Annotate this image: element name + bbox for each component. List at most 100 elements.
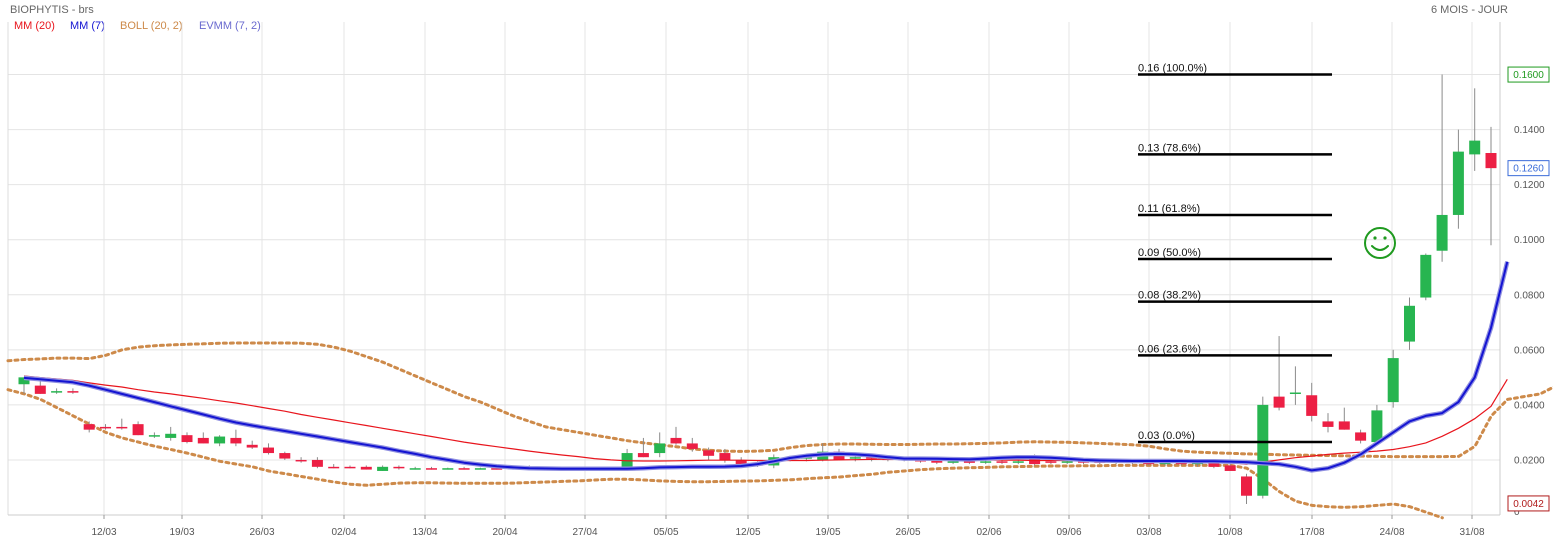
candle bbox=[1289, 366, 1301, 405]
candle-body bbox=[426, 468, 437, 470]
candle bbox=[230, 429, 242, 447]
x-tick-label: 02/06 bbox=[976, 527, 1001, 538]
candle bbox=[686, 437, 698, 452]
candle-body bbox=[181, 435, 193, 443]
candle bbox=[1436, 74, 1448, 262]
candle-body bbox=[214, 436, 226, 444]
candle-body bbox=[116, 426, 128, 429]
x-tick-label: 26/03 bbox=[249, 527, 274, 538]
candle bbox=[328, 464, 340, 469]
price-badge-label: 0.0042 bbox=[1513, 499, 1544, 510]
candle-body bbox=[1241, 476, 1252, 496]
moving-averages bbox=[23, 261, 1510, 473]
candle bbox=[83, 421, 95, 433]
candle bbox=[295, 457, 307, 463]
candle-body bbox=[1338, 421, 1350, 430]
candle bbox=[654, 432, 666, 458]
candle bbox=[1404, 297, 1415, 350]
fib-level: 0.03 (0.0%) bbox=[1138, 430, 1332, 444]
smiley-face-icon bbox=[1364, 227, 1396, 259]
price-badge-box bbox=[1507, 495, 1550, 512]
candle bbox=[1420, 253, 1432, 301]
candle-body bbox=[165, 433, 177, 438]
candle-body bbox=[1436, 214, 1448, 251]
candle bbox=[1273, 336, 1285, 411]
candle-body bbox=[263, 447, 274, 454]
candle-body bbox=[1322, 421, 1334, 427]
legend-item-mm20[interactable]: MM (20) bbox=[14, 20, 55, 32]
x-axis: 12/03 19/03 26/03 02/04 13/04 20/04 27/04 05/05… bbox=[91, 515, 1485, 538]
x-tick-label: 19/03 bbox=[169, 527, 194, 538]
candle bbox=[263, 443, 274, 455]
candle bbox=[1469, 88, 1481, 171]
smiley-eye-left bbox=[1373, 236, 1377, 240]
fib-label: 0.08 (38.2%) bbox=[1138, 290, 1201, 302]
x-tick-label: 17/08 bbox=[1299, 527, 1324, 538]
candle bbox=[214, 435, 226, 447]
x-tick-label: 13/04 bbox=[412, 527, 437, 538]
fib-level: 0.09 (50.0%) bbox=[1138, 247, 1332, 261]
price-badges: 0.1600 0.1260 0.0042 bbox=[1507, 66, 1550, 512]
candle-body bbox=[1273, 396, 1285, 408]
candle-body bbox=[230, 437, 242, 444]
candle bbox=[377, 465, 389, 471]
candle bbox=[393, 465, 405, 470]
legend-item-boll[interactable]: BOLL (20, 2) bbox=[120, 20, 183, 32]
candle-body bbox=[279, 453, 291, 459]
candle-body bbox=[1208, 462, 1220, 467]
legend: MM (20) MM (7) BOLL (20, 2) EVMM (7, 2) bbox=[14, 20, 261, 32]
y-tick-label: 0.0600 bbox=[1514, 345, 1545, 356]
candle bbox=[1322, 413, 1334, 433]
price-badge-label: 0.1260 bbox=[1513, 164, 1544, 175]
candle-body bbox=[1404, 305, 1415, 342]
candle bbox=[51, 388, 63, 394]
price-badge: 0.0042 bbox=[1507, 495, 1550, 512]
candle-body bbox=[34, 385, 46, 394]
x-tick-label: 05/05 bbox=[653, 527, 678, 538]
candle bbox=[100, 424, 111, 430]
fib-label: 0.11 (61.8%) bbox=[1138, 203, 1200, 215]
x-tick-label: 27/04 bbox=[572, 527, 597, 538]
candle bbox=[1355, 429, 1367, 444]
candle bbox=[849, 455, 861, 462]
fib-level: 0.13 (78.6%) bbox=[1138, 142, 1332, 156]
candle-body bbox=[67, 391, 79, 393]
candle bbox=[1371, 404, 1383, 445]
candle-body bbox=[295, 459, 307, 462]
candle-body bbox=[1061, 461, 1073, 463]
x-tick-label: 26/05 bbox=[895, 527, 920, 538]
candle-body bbox=[344, 466, 356, 469]
y-axis: 0.0200 0.0400 0.0600 0.0800 0.1000 0.1200 0.14… bbox=[1514, 125, 1545, 518]
candle-body bbox=[1387, 358, 1399, 403]
legend-item-evmm[interactable]: EVMM (7, 2) bbox=[199, 20, 261, 32]
candle-body bbox=[246, 444, 258, 448]
candle-body bbox=[963, 461, 975, 463]
fib-label: 0.13 (78.6%) bbox=[1138, 142, 1201, 154]
y-tick-label: 0.0800 bbox=[1514, 290, 1545, 301]
candle-body bbox=[1420, 254, 1432, 298]
candle-body bbox=[1289, 392, 1301, 395]
candle-body bbox=[83, 424, 95, 430]
candle-body bbox=[654, 443, 666, 454]
fib-label: 0.16 (100.0%) bbox=[1138, 63, 1207, 75]
y-tick-label: 0.1200 bbox=[1514, 180, 1545, 191]
candle bbox=[409, 466, 421, 470]
boll-lower-band bbox=[6, 388, 1444, 520]
candle-body bbox=[1257, 404, 1269, 496]
legend-item-mm7[interactable]: MM (7) bbox=[70, 20, 105, 32]
smiley-face-outline bbox=[1364, 227, 1396, 259]
fib-level: 0.16 (100.0%) bbox=[1138, 63, 1332, 76]
price-badge: 0.1260 bbox=[1507, 160, 1550, 177]
x-tick-label: 12/03 bbox=[91, 527, 116, 538]
smiley-mouth bbox=[1371, 245, 1389, 251]
candle bbox=[1452, 129, 1464, 229]
chart-title: BIOPHYTIS - brs bbox=[10, 4, 94, 16]
candle-body bbox=[1143, 462, 1155, 465]
x-tick-label: 10/08 bbox=[1217, 527, 1242, 538]
candle-body bbox=[197, 437, 209, 444]
price-badge: 0.1600 bbox=[1507, 66, 1550, 83]
gridlines bbox=[7, 22, 1501, 516]
candle-body bbox=[51, 391, 63, 393]
candle bbox=[1338, 407, 1350, 430]
